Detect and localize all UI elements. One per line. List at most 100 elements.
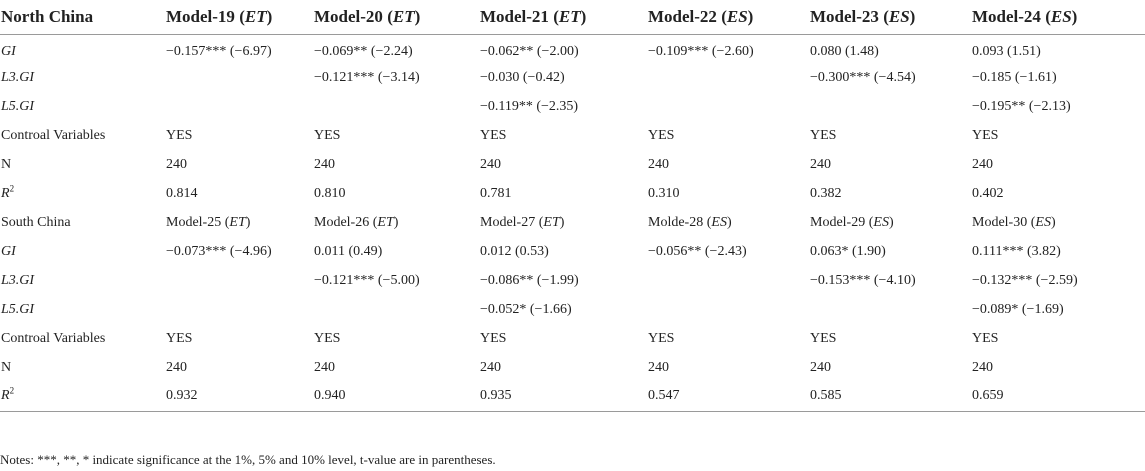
row-label: L5.GI [1, 301, 35, 317]
table-cell [165, 63, 313, 92]
table-cell: 0.935 [479, 382, 647, 412]
row-label: GI [1, 243, 16, 259]
row-label: GI [1, 43, 16, 59]
table-row: L3.GI −0.121*** (−3.14) −0.030 (−0.42) −… [0, 63, 1145, 92]
model-header: Model-25 (ET) [166, 214, 251, 230]
table-cell: 240 [480, 156, 501, 172]
table-cell: YES [166, 127, 193, 143]
model-name: Model-25 [166, 214, 222, 230]
table-header-row: North China Model-19 (ET) Model-20 (ET) … [0, 0, 1145, 35]
table-cell: −0.195** (−2.13) [972, 98, 1071, 114]
model-header: Model-27 (ET) [480, 214, 565, 230]
region-header: South China [1, 214, 71, 230]
table-row: GI −0.157*** (−6.97) −0.069** (−2.24) −0… [0, 34, 1145, 63]
model-name: Model-29 [810, 214, 866, 230]
table-cell: −0.121*** (−5.00) [314, 272, 420, 288]
model-name: Model-20 [314, 6, 383, 26]
table-cell: −0.109*** (−2.60) [648, 43, 754, 59]
model-var: ES [888, 6, 910, 26]
model-var: ES [726, 6, 748, 26]
table-cell: −0.073*** (−4.96) [166, 243, 272, 259]
table-cell: 0.063* (1.90) [810, 243, 886, 259]
table-cell [165, 266, 313, 295]
table-cell: YES [314, 330, 341, 346]
table-cell [647, 63, 809, 92]
table-cell: 0.814 [166, 185, 198, 201]
table-cell: YES [648, 127, 675, 143]
table-row: R2 0.932 0.940 0.935 0.547 0.585 0.659 [0, 382, 1145, 412]
table-row: Controal Variables YES YES YES YES YES Y… [0, 324, 1145, 353]
row-label: N [1, 156, 12, 172]
table-row: R2 0.814 0.810 0.781 0.310 0.382 0.402 [0, 179, 1145, 208]
table-cell: −0.185 (−1.61) [972, 69, 1057, 85]
model-name: Molde-28 [648, 214, 704, 230]
table-cell: 0.940 [313, 382, 479, 412]
table-cell: −0.062** (−2.00) [480, 43, 579, 59]
table-cell [313, 92, 479, 121]
table-cell: 240 [810, 156, 831, 172]
table-cell [647, 295, 809, 324]
model-header: Model-24 (ES) [971, 0, 1145, 35]
table-cell [313, 295, 479, 324]
table-cell: YES [166, 330, 193, 346]
table-cell: 0.547 [647, 382, 809, 412]
table-cell: 0.012 (0.53) [480, 243, 549, 259]
model-header: Molde-28 (ES) [648, 214, 732, 230]
table-cell: 0.080 (1.48) [810, 43, 879, 59]
south-header-row: South China Model-25 (ET) Model-26 (ET) … [0, 208, 1145, 237]
r-squared-exponent: 2 [9, 182, 15, 193]
table-cell: −0.153*** (−4.10) [810, 272, 916, 288]
model-header: Model-30 (ES) [972, 214, 1056, 230]
table-row: N 240 240 240 240 240 240 [0, 150, 1145, 179]
model-var: ET [244, 6, 267, 26]
row-label: L3.GI [1, 69, 35, 85]
table-cell: YES [972, 127, 999, 143]
table-row: Controal Variables YES YES YES YES YES Y… [0, 121, 1145, 150]
table-cell: 0.011 (0.49) [314, 243, 383, 259]
table-cell: YES [314, 127, 341, 143]
table-cell: YES [972, 330, 999, 346]
table-cell: 240 [648, 359, 669, 375]
row-label: Controal Variables [1, 127, 106, 143]
table-cell: YES [480, 330, 507, 346]
table-cell: 240 [314, 156, 335, 172]
table-row: L5.GI −0.052* (−1.66) −0.089* (−1.69) [0, 295, 1145, 324]
table-cell: 240 [166, 359, 187, 375]
row-label: R2 [0, 382, 165, 412]
row-label: R2 [0, 179, 165, 208]
table-cell: 240 [972, 359, 993, 375]
table-cell: 0.111*** (3.82) [972, 243, 1061, 259]
model-var: ET [377, 214, 394, 230]
r-squared-base: R [1, 388, 10, 404]
table-cell: −0.056** (−2.43) [648, 243, 747, 259]
table-cell: −0.086** (−1.99) [480, 272, 579, 288]
table-cell: −0.300*** (−4.54) [810, 69, 916, 85]
row-label: N [1, 359, 12, 375]
table-cell: 0.382 [810, 185, 842, 201]
table-cell: 240 [972, 156, 993, 172]
model-header: Model-20 (ET) [313, 0, 479, 35]
model-name: Model-26 [314, 214, 370, 230]
table-cell: YES [810, 127, 837, 143]
model-var: ET [558, 6, 581, 26]
table-row: GI −0.073*** (−4.96) 0.011 (0.49) 0.012 … [0, 237, 1145, 266]
table-cell: 0.585 [809, 382, 971, 412]
model-header: Model-23 (ES) [809, 0, 971, 35]
table-cell: 0.310 [648, 185, 680, 201]
table-row: N 240 240 240 240 240 240 [0, 353, 1145, 382]
table-cell: −0.119** (−2.35) [480, 98, 579, 114]
model-header: Model-19 (ET) [165, 0, 313, 35]
table-cell: 240 [648, 156, 669, 172]
regression-table: North China Model-19 (ET) Model-20 (ET) … [0, 0, 1145, 412]
model-name: Model-23 [810, 6, 879, 26]
model-var: ES [1035, 214, 1051, 230]
table-cell: −0.052* (−1.66) [480, 301, 572, 317]
region-header: North China [0, 0, 165, 35]
model-name: Model-24 [972, 6, 1041, 26]
table-cell: −0.069** (−2.24) [314, 43, 413, 59]
table-cell: −0.132*** (−2.59) [972, 272, 1078, 288]
table-cell: YES [480, 127, 507, 143]
r-squared-exponent: 2 [9, 385, 15, 396]
table-cell: 0.093 (1.51) [972, 43, 1041, 59]
